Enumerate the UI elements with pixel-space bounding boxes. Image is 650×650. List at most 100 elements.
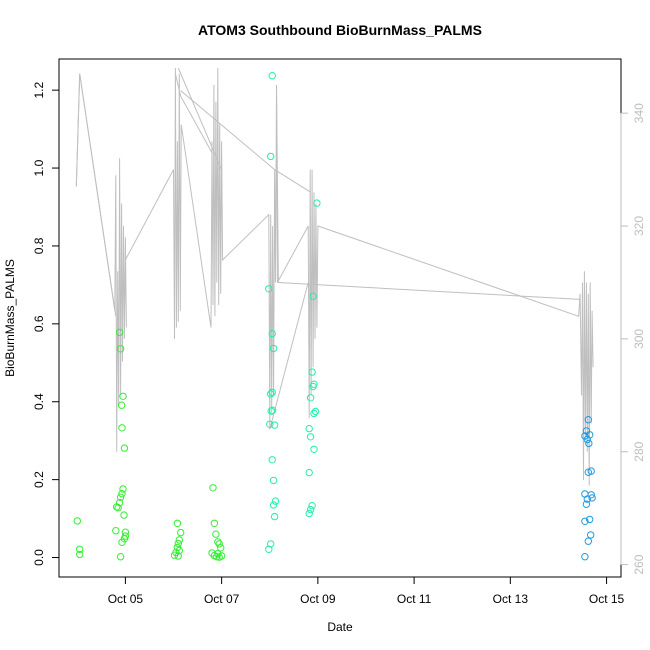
x-tick-label: Oct 07	[204, 592, 240, 606]
data-point	[308, 368, 316, 376]
data-point	[173, 519, 182, 527]
chart-title: ATOM3 Southbound BioBurnMass_PALMS	[198, 22, 482, 38]
y2-tick-label: 320	[632, 216, 646, 236]
data-point	[584, 537, 592, 545]
y2-tick-label: 280	[632, 441, 646, 461]
y-tick-label: 1.2	[32, 82, 46, 99]
data-point	[209, 484, 217, 492]
secondary-connector-line	[75, 73, 117, 317]
x-tick-label: Oct 11	[397, 592, 432, 606]
data-point	[305, 424, 313, 433]
data-point	[581, 517, 589, 525]
data-point	[210, 519, 219, 527]
data-point	[305, 509, 313, 518]
data-point	[217, 544, 225, 552]
data-point	[215, 540, 223, 548]
data-point	[175, 536, 184, 544]
data-point	[116, 493, 125, 501]
x-tick-label: Oct 13	[493, 592, 529, 606]
data-point	[306, 505, 315, 514]
data-point	[311, 407, 320, 416]
data-point	[118, 538, 126, 546]
data-point	[309, 292, 317, 300]
data-point	[120, 444, 129, 452]
data-point	[177, 528, 185, 537]
y-tick-label: 0.4	[32, 393, 46, 410]
data-point	[114, 504, 122, 512]
data-point	[118, 424, 126, 432]
data-point	[268, 388, 276, 397]
data-point	[117, 401, 126, 409]
data-point	[217, 552, 226, 560]
data-point	[306, 433, 315, 441]
data-point	[310, 445, 318, 453]
data-point	[76, 550, 84, 559]
x-tick-label: Oct 05	[108, 592, 144, 606]
y2-tick-label: 300	[632, 329, 646, 349]
data-point	[119, 392, 127, 400]
data-point	[212, 530, 220, 538]
data-point	[308, 502, 316, 510]
data-point	[586, 431, 594, 439]
secondary-connector-line	[180, 90, 275, 170]
data-point	[583, 495, 591, 503]
data-point	[175, 546, 184, 555]
data-point	[73, 517, 82, 525]
data-point	[587, 491, 595, 499]
data-point	[306, 394, 315, 402]
data-point	[266, 420, 274, 428]
data-point	[587, 531, 595, 539]
data-point	[265, 545, 273, 553]
y2-tick-label: 260	[632, 554, 646, 574]
data-point	[585, 439, 593, 448]
x-tick-label: Oct 09	[300, 592, 336, 606]
data-point	[214, 538, 222, 546]
data-point	[584, 468, 592, 476]
y-axis-right: 260 280 300 320 340	[620, 103, 646, 575]
y-tick-label: 0.2	[32, 471, 46, 488]
data-point	[116, 345, 125, 353]
secondary-connector-line	[276, 84, 581, 300]
data-point	[584, 416, 592, 424]
scatter-points	[73, 72, 596, 561]
data-point	[270, 421, 279, 429]
data-point	[270, 512, 279, 521]
y-tick-label: 0.6	[32, 315, 46, 332]
secondary-connector-line	[177, 67, 223, 170]
plot-frame	[58, 58, 622, 578]
secondary-connector-line	[274, 169, 311, 193]
data-point	[269, 501, 278, 509]
data-point	[309, 382, 317, 391]
data-point	[115, 498, 124, 507]
data-point	[76, 545, 84, 553]
data-point	[116, 553, 125, 561]
data-point	[271, 497, 280, 505]
x-axis-label: Date	[327, 620, 353, 634]
data-point	[214, 549, 222, 558]
data-point	[267, 390, 275, 398]
y2-tick-label: 340	[632, 103, 646, 123]
y-axis-label: BioBurnMass_PALMS	[3, 259, 17, 377]
data-point	[120, 511, 128, 519]
data-point	[170, 551, 179, 559]
y-axis-left: 0.0 0.2 0.4 0.6 0.8 1.0 1.2	[32, 82, 60, 566]
data-point	[269, 476, 278, 485]
data-point	[581, 553, 589, 561]
data-point	[268, 406, 277, 414]
data-point	[586, 515, 594, 524]
data-point	[267, 407, 275, 415]
y-tick-label: 1.0	[32, 159, 46, 176]
secondary-connector-line	[269, 282, 309, 430]
data-point	[269, 344, 278, 353]
data-point	[582, 500, 591, 508]
secondary-series	[75, 67, 594, 486]
y-tick-label: 0.0	[32, 549, 46, 566]
data-point	[588, 494, 596, 502]
y-tick-label: 0.8	[32, 237, 46, 254]
data-point	[115, 328, 124, 337]
data-point	[313, 199, 321, 207]
data-point	[268, 72, 276, 80]
data-point	[268, 329, 276, 338]
data-point	[118, 490, 126, 498]
